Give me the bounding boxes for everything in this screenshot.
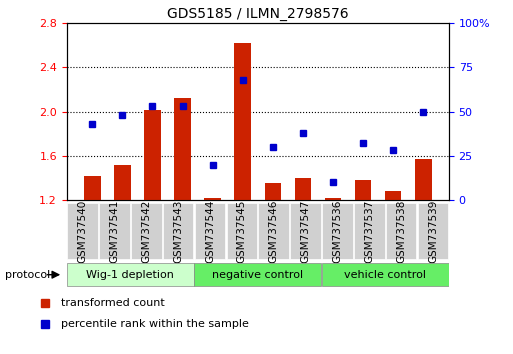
Text: vehicle control: vehicle control: [344, 270, 426, 280]
Text: GSM737539: GSM737539: [428, 199, 438, 263]
Text: GSM737542: GSM737542: [141, 199, 151, 263]
Text: transformed count: transformed count: [61, 298, 165, 308]
Text: Wig-1 depletion: Wig-1 depletion: [87, 270, 174, 280]
Text: GSM737545: GSM737545: [237, 199, 247, 263]
Bar: [325, 198, 341, 200]
Text: GSM737546: GSM737546: [269, 199, 279, 263]
Text: GSM737543: GSM737543: [173, 199, 183, 263]
Bar: [99, 203, 130, 259]
Text: GSM737547: GSM737547: [301, 199, 310, 263]
Bar: [290, 203, 321, 259]
Bar: [355, 180, 371, 200]
Bar: [131, 203, 162, 259]
Text: GSM737538: GSM737538: [396, 199, 406, 263]
Bar: [322, 203, 353, 259]
Bar: [234, 43, 251, 200]
Bar: [67, 263, 194, 286]
Bar: [174, 98, 191, 200]
Bar: [265, 183, 281, 200]
Bar: [163, 203, 193, 259]
Text: negative control: negative control: [212, 270, 303, 280]
Title: GDS5185 / ILMN_2798576: GDS5185 / ILMN_2798576: [167, 7, 349, 21]
Text: percentile rank within the sample: percentile rank within the sample: [61, 319, 249, 329]
Bar: [194, 263, 321, 286]
Bar: [385, 191, 401, 200]
Bar: [144, 110, 161, 200]
Text: GSM737536: GSM737536: [332, 199, 342, 263]
Bar: [227, 203, 257, 259]
Text: GSM737541: GSM737541: [109, 199, 120, 263]
Bar: [322, 263, 448, 286]
Bar: [418, 203, 448, 259]
Bar: [114, 165, 131, 200]
Bar: [386, 203, 417, 259]
Bar: [195, 203, 225, 259]
Bar: [294, 178, 311, 200]
Text: GSM737540: GSM737540: [77, 199, 88, 263]
Bar: [354, 203, 385, 259]
Text: GSM737544: GSM737544: [205, 199, 215, 263]
Text: GSM737537: GSM737537: [364, 199, 374, 263]
Text: protocol: protocol: [5, 270, 50, 280]
Bar: [415, 159, 431, 200]
Bar: [84, 176, 101, 200]
Bar: [204, 198, 221, 200]
Bar: [67, 203, 98, 259]
Bar: [259, 203, 289, 259]
